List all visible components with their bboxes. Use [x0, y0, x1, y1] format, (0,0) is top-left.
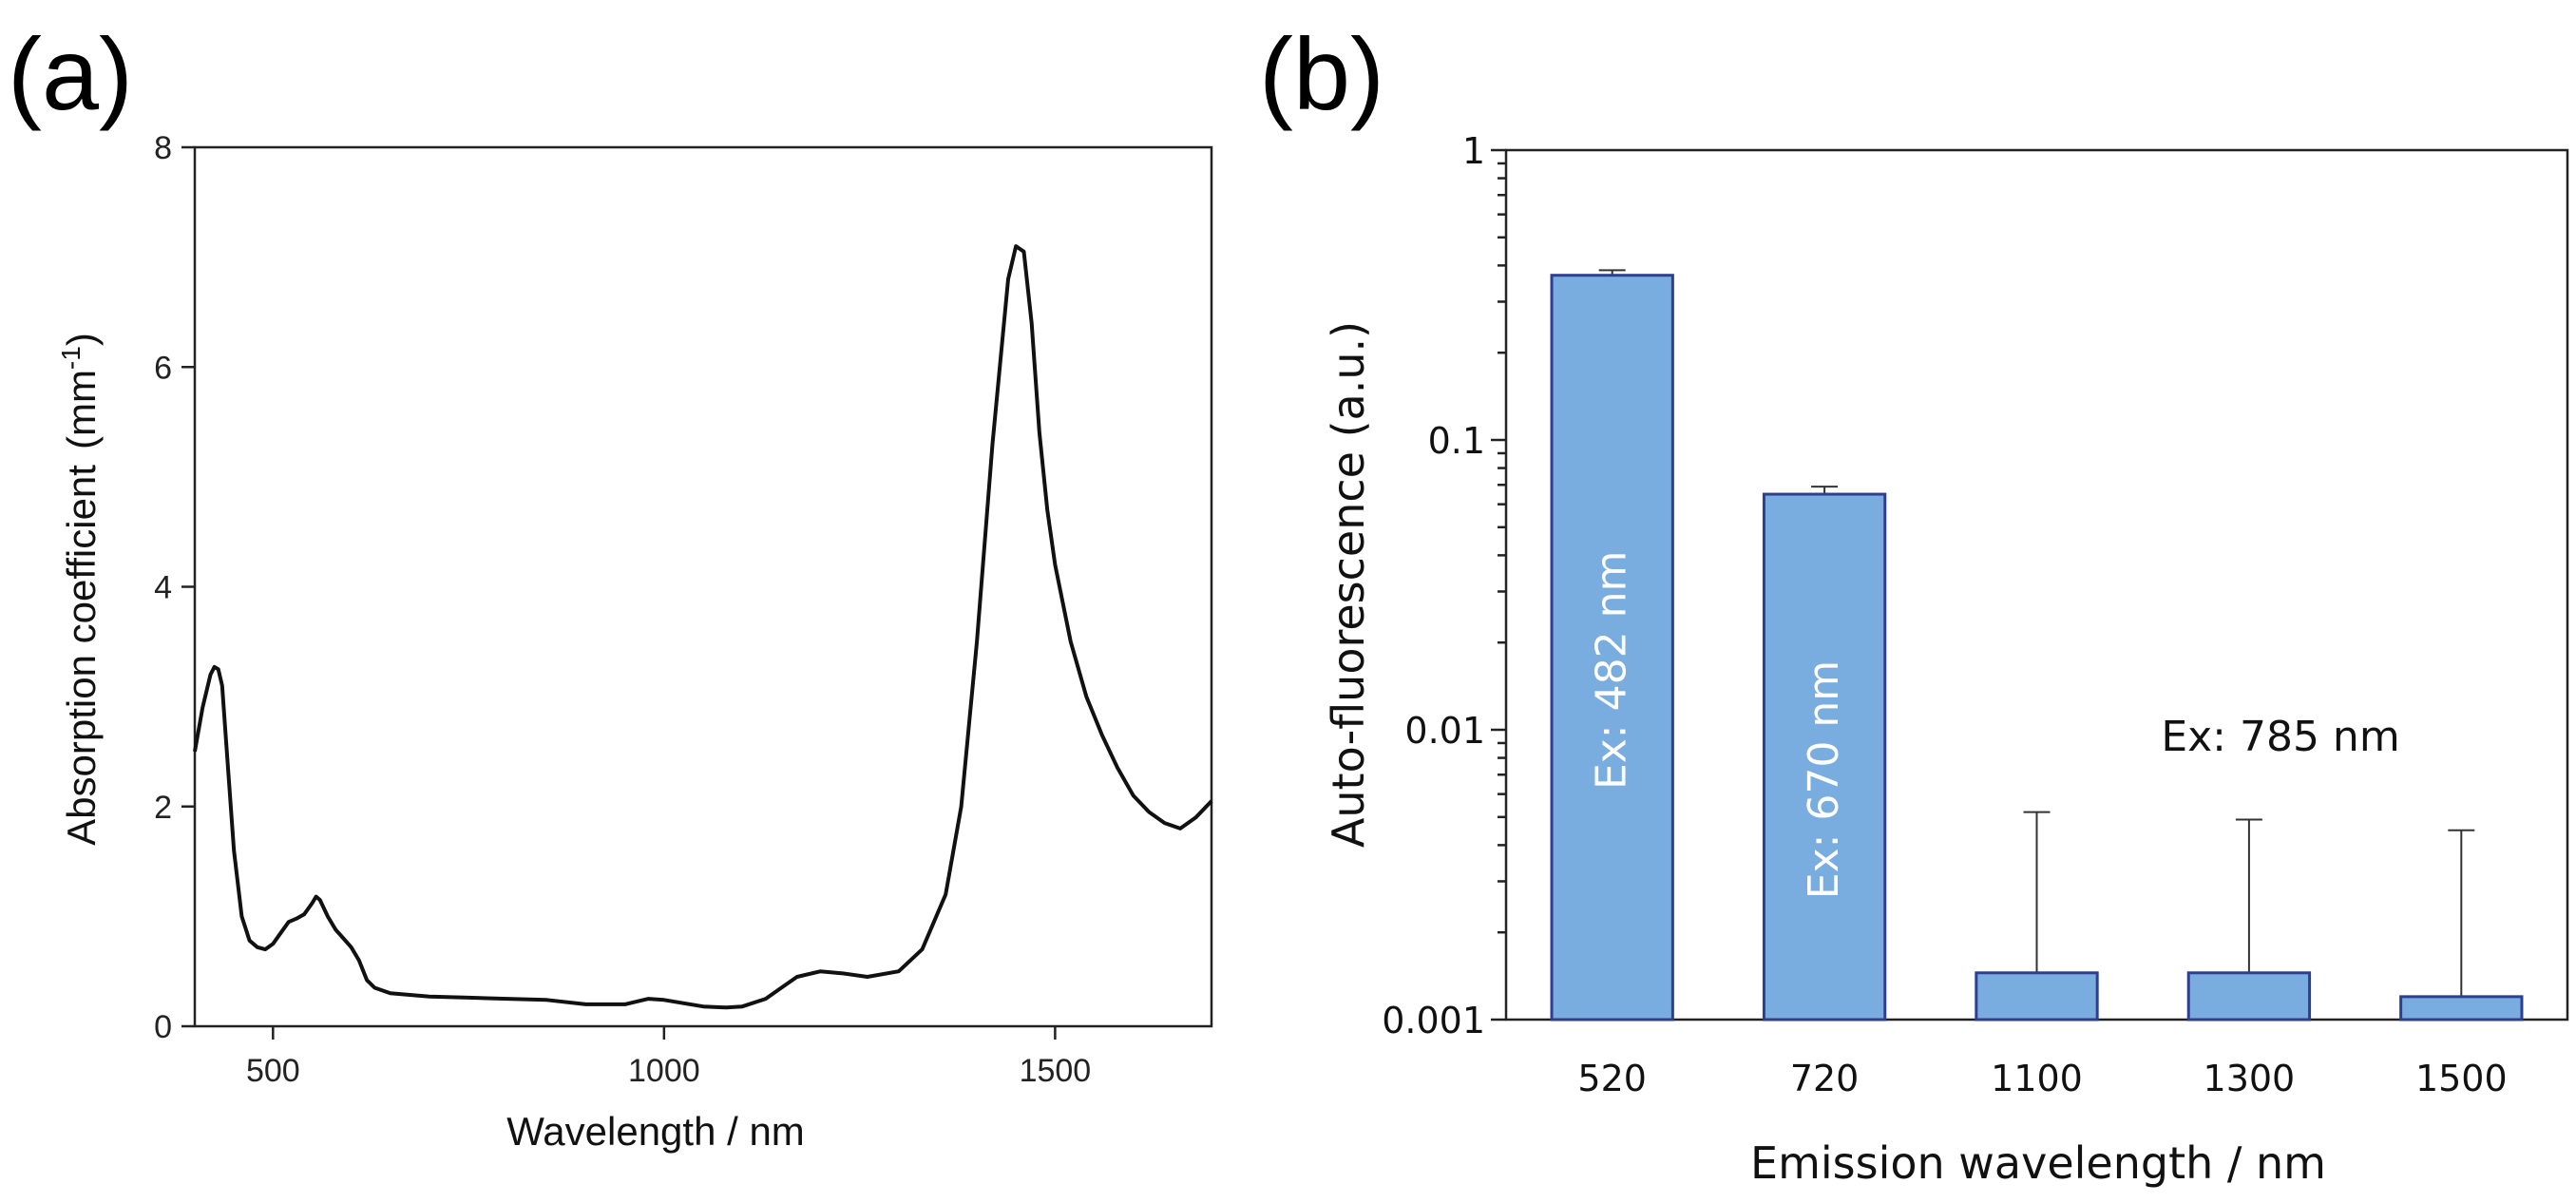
- panel-a-y-tick-label: 8: [154, 130, 172, 166]
- panel-b-y-tick-label: 0.1: [1428, 420, 1485, 462]
- panel-a-x-ticks: 500 1000 1500: [246, 1026, 1091, 1089]
- panel-a-label: (a): [8, 16, 133, 131]
- panel-a-y-axis-label-sup: -1: [56, 346, 86, 370]
- panel-b-x-tick-label: 1300: [2204, 1058, 2296, 1099]
- panel-b-x-tick-label: 1100: [1991, 1058, 2083, 1099]
- panel-b-autofluorescence-chart: (b) 0.001 0.01 0.1 1 Ex: 482 nm Ex: 670 nm 5…: [1259, 16, 2569, 1189]
- bar-label: Ex: 670 nm: [1800, 660, 1848, 899]
- bar: [1550, 274, 1674, 1022]
- panel-a-x-tick-label: 1000: [628, 1053, 700, 1089]
- panel-b-y-tick-label: 0.01: [1404, 710, 1485, 752]
- bar: [1762, 492, 1887, 1022]
- panel-b-y-axis-label: Auto-fluorescence (a.u.): [1323, 321, 1374, 848]
- panel-a-x-tick-label: 500: [246, 1053, 300, 1089]
- panel-a-y-axis-label-main: Absorption coefficient: [59, 465, 104, 846]
- panel-a-y-tick-label: 2: [154, 790, 172, 826]
- panel-b-x-ticks: 520 720 1100 1300 1500: [1577, 1058, 2507, 1099]
- panel-b-x-axis-label: Emission wavelength / nm: [1750, 1137, 2326, 1189]
- panel-a-y-axis-label-unit: (mm: [59, 370, 104, 449]
- panel-b-x-tick-label: 720: [1790, 1058, 1860, 1099]
- panel-b-annotation: Ex: 785 nm: [2161, 713, 2399, 761]
- panel-a-y-ticks: 0 2 4 6 8: [154, 130, 195, 1045]
- panel-a-y-tick-label: 4: [154, 570, 172, 606]
- panel-a-absorption-chart: (a) 0 2 4 6 8 500 1000 1500 Wavelength / nm Ab…: [8, 16, 1213, 1154]
- panel-a-y-tick-label: 6: [154, 350, 172, 386]
- bar: [2399, 995, 2524, 1022]
- panel-a-x-axis-label: Wavelength / nm: [506, 1109, 805, 1154]
- bar: [1975, 971, 2099, 1022]
- panel-b-y-tick-label: 0.001: [1382, 1000, 1485, 1041]
- panel-b-label: (b): [1259, 16, 1384, 131]
- bar: [2186, 971, 2312, 1022]
- panel-a-y-axis-label-close: ): [59, 333, 104, 346]
- panel-b-y-ticks: 0.001 0.01 0.1 1: [1382, 130, 1506, 1041]
- panel-b-error-bars: [1598, 269, 2475, 997]
- panel-b-bars: [1550, 274, 2524, 1022]
- panel-b-x-tick-label: 1500: [2415, 1058, 2508, 1099]
- panel-b-x-tick-label: 520: [1577, 1058, 1647, 1099]
- panel-b-bar-labels: Ex: 482 nm Ex: 670 nm: [1588, 551, 1848, 900]
- panel-b-y-tick-label: 1: [1462, 130, 1485, 172]
- panel-a-absorption-curve: [193, 244, 1213, 1010]
- panel-a-y-tick-label: 0: [154, 1009, 172, 1045]
- panel-a-x-tick-label: 1500: [1020, 1053, 1092, 1089]
- bar-label: Ex: 482 nm: [1588, 551, 1636, 790]
- panel-a-y-axis-label: Absorption coefficient (mm-1): [56, 333, 104, 846]
